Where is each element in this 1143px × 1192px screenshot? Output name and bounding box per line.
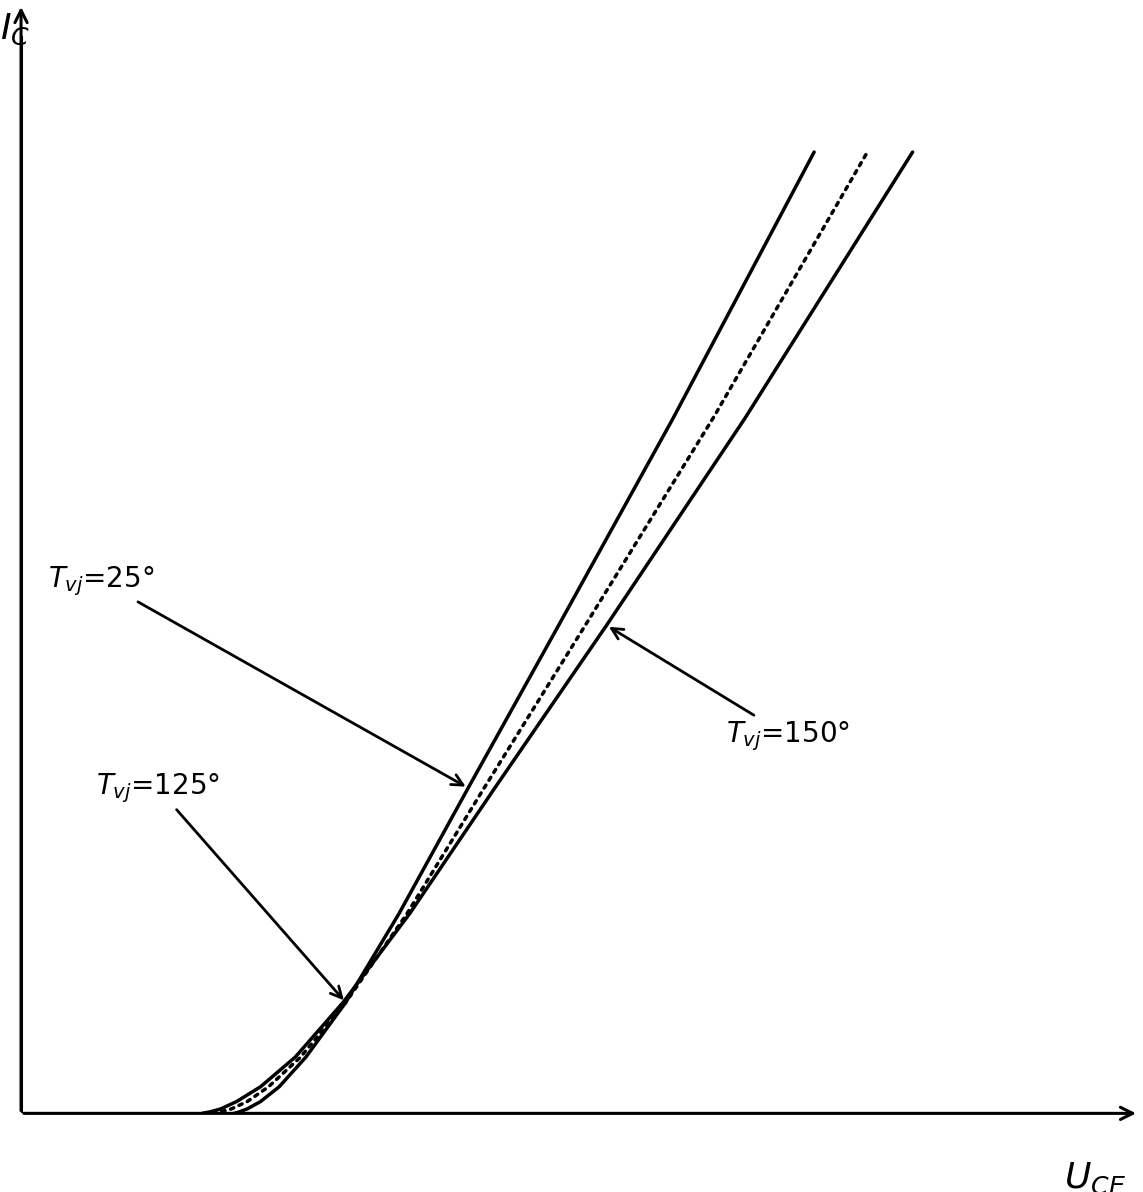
Text: $T_{vj}$=25°: $T_{vj}$=25° [48, 564, 463, 786]
Text: $I_C$: $I_C$ [0, 12, 30, 46]
Text: $T_{vj}$=125°: $T_{vj}$=125° [96, 771, 342, 998]
Text: $T_{vj}$=150°: $T_{vj}$=150° [612, 628, 850, 753]
Text: $U_{CE}$: $U_{CE}$ [1063, 1161, 1126, 1192]
